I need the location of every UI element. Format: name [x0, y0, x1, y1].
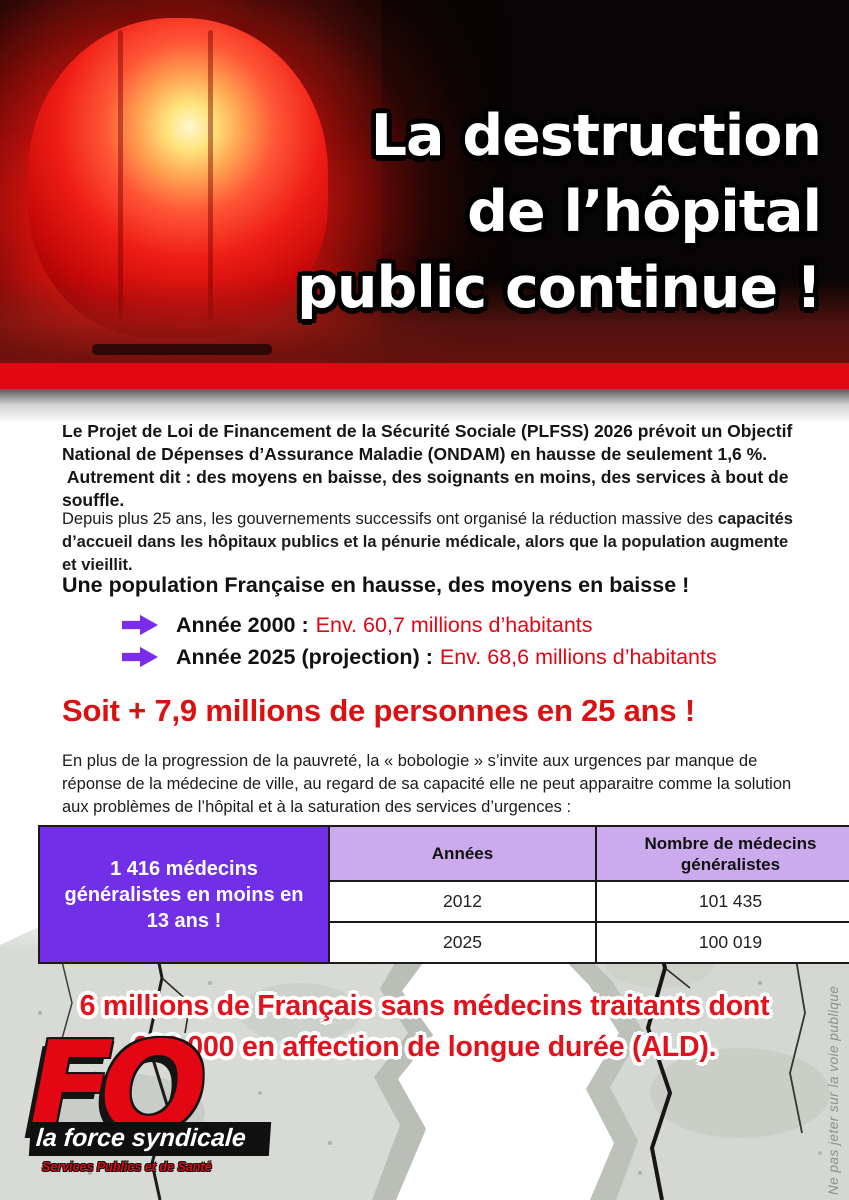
table-row: 2025 100 019 [39, 921, 849, 964]
context-paragraph-2: En plus de la progression de la pauvreté… [62, 752, 792, 816]
population-growth-headline: Soit + 7,9 millions de personnes en 25 a… [62, 693, 695, 728]
page-title-line: La destruction [370, 103, 822, 169]
population-heading: Une population Française en hausse, des … [62, 573, 690, 597]
bullet-year-2025: Année 2025 (projection) : Env. 68,6 mill… [122, 642, 717, 672]
doctors-table: 1 416 médecins généralistes en moins en … [38, 825, 849, 964]
alert-line-1: 6 millions de Français sans médecins tra… [79, 990, 770, 1022]
bullet-value: Env. 68,6 millions d’habitants [439, 644, 717, 669]
page-title-line: public continue ! [297, 255, 822, 321]
bullet-label: Année 2000 : [176, 612, 309, 637]
intro-sentence-2: Autrement dit : des moyens en baisse, de… [62, 467, 794, 510]
table-header-count: Nombre de médecins généralistes [595, 825, 849, 882]
edge-note: Ne pas jeter sur la voie publique [826, 985, 841, 1195]
context-paragraph-1: Depuis plus 25 ans, les gouvernements su… [62, 508, 802, 577]
arrow-right-icon [122, 614, 158, 636]
table-cell-year: 2012 [328, 880, 597, 923]
siren-ridge [208, 30, 213, 320]
siren-base-slot [92, 344, 272, 355]
table-header-years: Années [328, 825, 597, 882]
bullet-label: Année 2025 (projection) : [176, 644, 433, 669]
context-normal: Depuis plus 25 ans, les gouvernements su… [62, 510, 718, 528]
page-title-line: de l’hôpital [467, 179, 822, 245]
intro-paragraph: Le Projet de Loi de Financement de la Sé… [62, 420, 796, 512]
bullet-value: Env. 60,7 millions d’habitants [315, 612, 593, 637]
stripe-shadow [0, 389, 849, 427]
table-row: 2012 101 435 [39, 880, 849, 923]
table-cell-count: 100 019 [595, 921, 849, 964]
alert-text: 6 millions de Français sans médecins tra… [0, 986, 849, 1068]
page-title: La destruction de l’hôpital public conti… [297, 98, 822, 326]
context-bold: capacités d’accueil dans les hôpitaux pu… [62, 510, 793, 574]
bullet-year-2000: Année 2000 : Env. 60,7 millions d’habita… [122, 610, 593, 640]
intro-sentence-1: Le Projet de Loi de Financement de la Sé… [62, 421, 793, 464]
arrow-right-icon [122, 646, 158, 668]
header-banner: La destruction de l’hôpital public conti… [0, 0, 849, 363]
alert-line-2: 600 000 en affection de longue durée (AL… [132, 1031, 717, 1063]
table-side-label: 1 416 médecins généralistes en moins en … [38, 825, 330, 964]
table-header-row: 1 416 médecins généralistes en moins en … [38, 825, 849, 964]
fo-logo-subtitle: Services Publics et de Santé [42, 1160, 212, 1174]
fo-logo-tagline: la force syndicale [28, 1122, 272, 1156]
siren-ridge [118, 30, 123, 320]
fo-logo: FO la force syndicale Services Publics e… [28, 1025, 288, 1174]
table-cell-year: 2025 [328, 921, 597, 964]
red-stripe-divider [0, 363, 849, 389]
table-cell-count: 101 435 [595, 880, 849, 923]
